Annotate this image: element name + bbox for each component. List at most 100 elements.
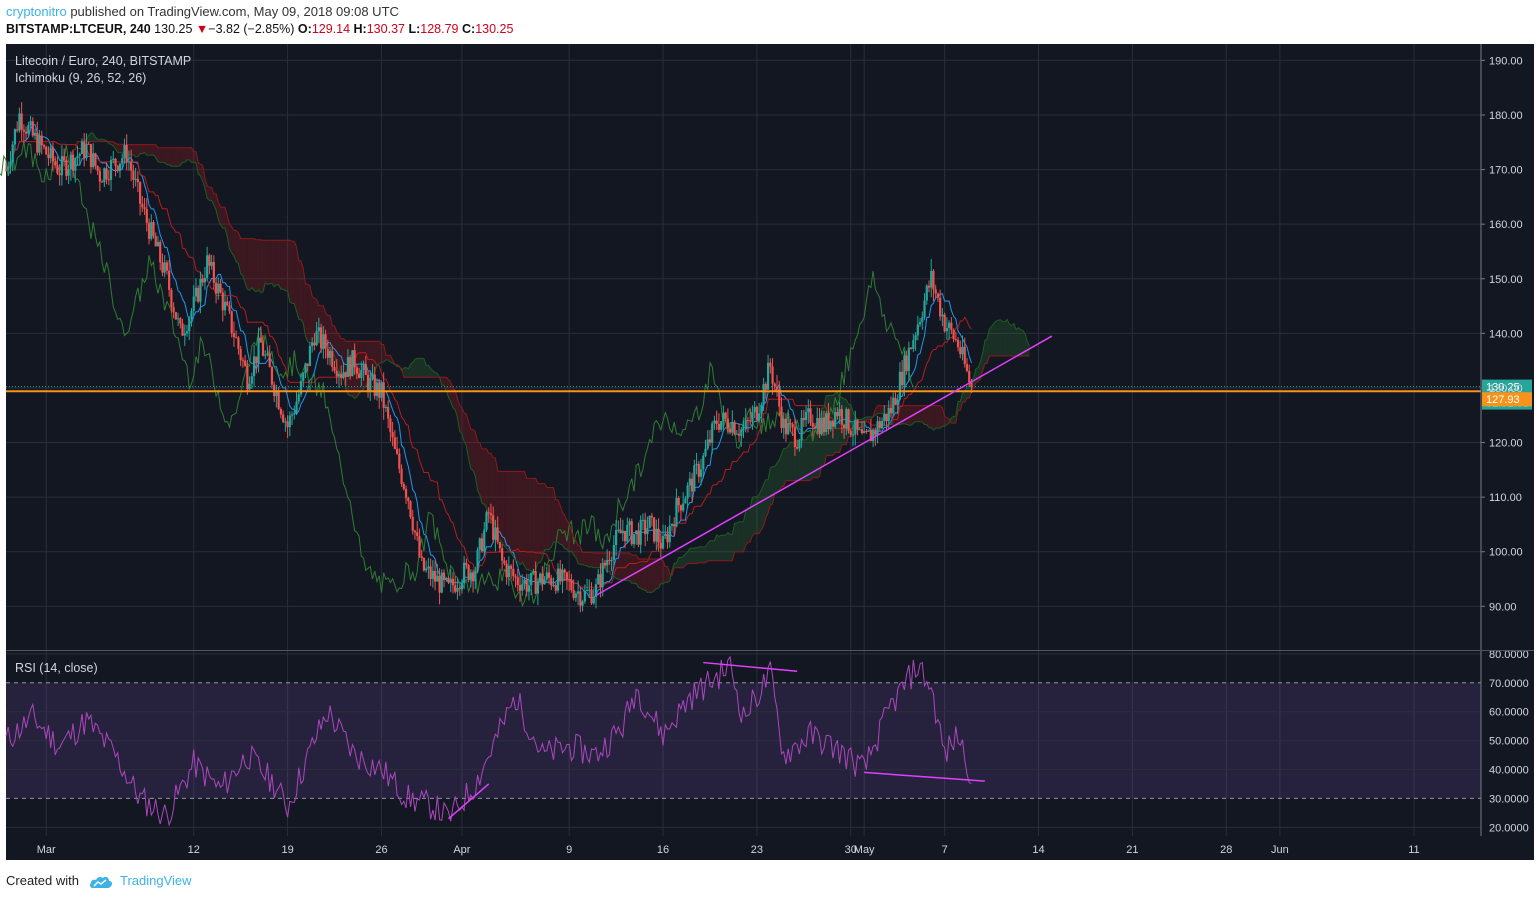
candle: [939, 297, 942, 317]
candle: [648, 515, 651, 529]
candle: [912, 340, 915, 349]
candle: [787, 423, 790, 435]
candle: [532, 571, 535, 573]
candle: [726, 418, 729, 429]
candle: [436, 575, 439, 582]
ichimoku-cloud-segment: [441, 377, 445, 386]
candle: [342, 372, 345, 378]
candle: [71, 154, 75, 171]
candle: [322, 334, 325, 349]
candle: [442, 572, 446, 580]
candle: [40, 135, 43, 146]
close-value: 130.25: [475, 22, 514, 36]
ichimoku-cloud-segment: [175, 147, 179, 167]
candle: [728, 428, 732, 433]
ichimoku-cloud-segment: [406, 367, 409, 378]
candle: [894, 397, 897, 405]
price-tick-label: 90.00: [1489, 601, 1517, 613]
rsi-divergence-line[interactable]: [864, 771, 985, 782]
candle: [867, 430, 870, 432]
candle: [25, 131, 28, 134]
ichimoku-cloud-segment: [247, 238, 250, 291]
ichimoku-cloud-segment: [902, 405, 905, 424]
candle: [840, 409, 843, 425]
tradingview-link[interactable]: TradingView: [120, 873, 192, 888]
published-text: published on TradingView.com, May 09, 20…: [70, 4, 399, 19]
ichimoku-cloud-segment: [157, 147, 161, 163]
ichimoku-cloud-segment: [875, 405, 878, 415]
ichimoku-cloud-segment: [119, 144, 123, 153]
time-tick-label: 19: [281, 844, 293, 856]
candle: [800, 417, 803, 441]
candle: [197, 287, 200, 302]
candle: [63, 156, 66, 160]
rsi-panel-bg: [6, 651, 1481, 836]
ichimoku-cloud-segment: [645, 558, 648, 593]
candle: [845, 409, 848, 429]
price-tick-label: 190.00: [1489, 55, 1523, 67]
candle: [673, 524, 676, 527]
rsi-divergence-line[interactable]: [448, 783, 490, 820]
candle: [617, 529, 620, 531]
ichimoku-cloud-segment: [558, 499, 561, 545]
candle: [328, 351, 332, 358]
candle: [872, 429, 875, 442]
candle: [583, 590, 586, 602]
candle: [228, 305, 231, 312]
ichimoku-cloud-segment: [958, 401, 961, 411]
candle: [480, 538, 484, 552]
rsi-panel-title[interactable]: RSI (14, close): [15, 661, 98, 675]
candle: [282, 414, 285, 423]
candle: [599, 574, 602, 587]
tradingview-cloud-icon: [89, 876, 112, 888]
candle: [36, 132, 39, 153]
ichimoku-cloud-segment: [417, 358, 420, 378]
candle: [735, 433, 738, 435]
candle: [541, 573, 544, 585]
candle: [451, 578, 455, 586]
ichimoku-cloud-segment: [459, 405, 462, 434]
candle: [114, 158, 117, 166]
candle: [112, 158, 115, 161]
ichimoku-cloud-segment: [236, 230, 239, 264]
candle: [413, 530, 417, 533]
candle: [577, 591, 580, 594]
ichimoku-cloud-segment: [638, 558, 641, 589]
rsi-divergence-line[interactable]: [703, 661, 798, 672]
ichimoku-cloud-segment: [271, 240, 275, 287]
candle: [496, 527, 499, 542]
candle: [252, 356, 256, 377]
ichimoku-cloud-segment: [803, 439, 807, 481]
ichimoku-cloud-segment: [937, 405, 941, 429]
last-price-label-bg: [1482, 379, 1532, 394]
candle: [364, 364, 367, 375]
ichimoku-cloud-segment: [998, 319, 1001, 357]
trendline[interactable]: [595, 335, 1053, 597]
ichimoku-cloud-segment: [633, 555, 637, 584]
candle: [476, 549, 479, 572]
ichimoku-cloud-segment: [423, 358, 427, 378]
candle: [501, 548, 504, 561]
candle: [163, 262, 166, 273]
candle: [138, 182, 142, 204]
ichimoku-cloud-segment: [93, 133, 96, 142]
rsi-tick-label: 20.0000: [1489, 822, 1529, 834]
candle: [45, 146, 48, 155]
author-link[interactable]: cryptonitro: [6, 4, 67, 19]
ichimoku-cloud-segment: [817, 421, 820, 478]
candle: [740, 429, 743, 436]
ichimoku-cloud-segment: [759, 489, 762, 534]
candle: [590, 589, 593, 604]
candle: [38, 135, 41, 153]
candle: [865, 431, 868, 433]
ichimoku-label[interactable]: Ichimoku (9, 26, 52, 26): [15, 71, 146, 85]
ichimoku-cloud-segment: [497, 470, 500, 540]
ichimoku-cloud-segment: [920, 405, 923, 422]
candle: [304, 363, 307, 374]
candle: [509, 565, 513, 569]
candle: [758, 413, 761, 421]
candle: [693, 465, 696, 492]
candle: [545, 572, 548, 580]
ichimoku-cloud-segment: [723, 535, 726, 561]
